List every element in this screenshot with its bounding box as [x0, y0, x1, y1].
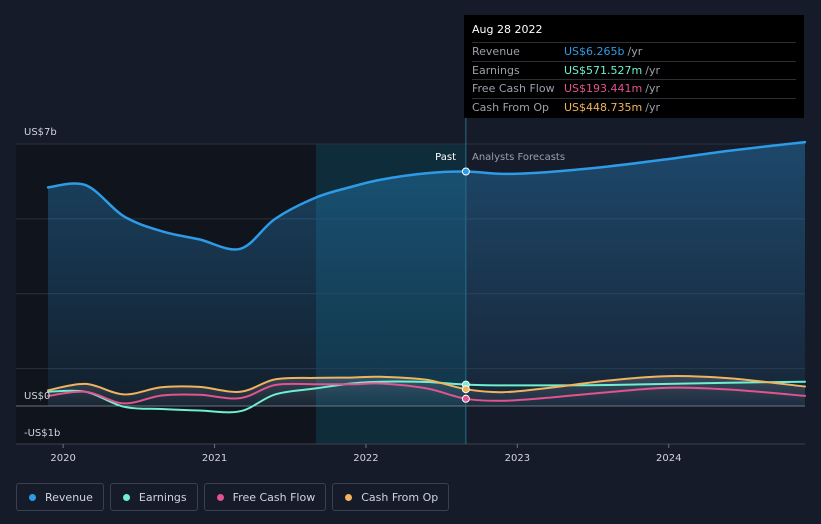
revenue-dot: [461, 167, 470, 176]
earnings-line: [47, 380, 806, 414]
legend-item-earnings[interactable]: Earnings: [109, 483, 198, 511]
x-axis-ticks: 2020 2021 2022 2023 2024: [50, 444, 681, 464]
series-lines: [46, 140, 807, 414]
x-tick-label: 2020: [50, 453, 75, 464]
legend-item-cash-from-op[interactable]: Cash From Op: [332, 483, 450, 511]
revenue-line: [46, 140, 807, 251]
tooltip-unit: /yr: [645, 82, 660, 96]
current-value-dots: [461, 167, 470, 403]
legend-dot-icon: [345, 493, 353, 501]
free-cash-flow-line: [47, 382, 806, 405]
revenue-area: [48, 142, 805, 406]
tooltip-unit: /yr: [627, 45, 643, 59]
tooltip-label: Cash From Op: [472, 100, 550, 114]
legend: Revenue Earnings Free Cash Flow Cash Fro…: [16, 483, 450, 511]
tooltip-row-earnings: Earnings US$571.527m /yr: [472, 60, 796, 80]
tooltip-row-revenue: Revenue US$6.265b /yr: [472, 42, 796, 61]
y-tick-label-bottom: -US$1b: [24, 428, 60, 439]
legend-dot-icon: [29, 493, 36, 501]
x-tick-label: 2022: [353, 453, 378, 464]
x-tick-label: 2021: [202, 453, 227, 464]
x-tick-label: 2024: [656, 453, 681, 464]
cash-from-op-line: [47, 375, 806, 396]
tooltip-unit: /yr: [645, 63, 660, 77]
tooltip-label: Earnings: [472, 63, 520, 77]
past-label: Past: [435, 152, 456, 163]
legend-label: Free Cash Flow: [232, 490, 316, 504]
tooltip-unit: /yr: [645, 100, 660, 114]
legend-label: Cash From Op: [361, 490, 439, 504]
forecast-label: Analysts Forecasts: [472, 152, 565, 163]
legend-item-free-cash-flow[interactable]: Free Cash Flow: [203, 483, 327, 511]
tooltip-value: US$6.265b: [564, 45, 625, 59]
legend-label: Earnings: [138, 490, 187, 504]
tooltip-row-free-cash-flow: Free Cash Flow US$193.441m /yr: [472, 79, 796, 98]
legend-item-revenue[interactable]: Revenue: [16, 483, 104, 511]
legend-label: Revenue: [45, 490, 93, 504]
y-tick-label-zero: US$0: [24, 391, 50, 402]
tooltip-value: US$193.441m: [564, 82, 643, 96]
tooltip-date: Aug 28 2022: [472, 23, 543, 36]
tooltip-value: US$571.527m: [564, 63, 643, 77]
legend-dot-icon: [122, 493, 130, 501]
tooltip-value: US$448.735m: [564, 100, 643, 114]
tooltip-row-cash-from-op: Cash From Op US$448.735m /yr: [472, 97, 796, 117]
cash-from-op-dot: [461, 385, 470, 394]
free-cash-flow-dot: [461, 394, 470, 403]
tooltip-label: Free Cash Flow: [472, 82, 555, 96]
tooltip-label: Revenue: [472, 45, 520, 59]
legend-dot-icon: [216, 493, 224, 501]
x-tick-label: 2023: [505, 453, 530, 464]
y-tick-label-top: US$7b: [24, 127, 57, 138]
tooltip: Aug 28 2022 Revenue US$6.265b /yr Earnin…: [464, 15, 804, 118]
